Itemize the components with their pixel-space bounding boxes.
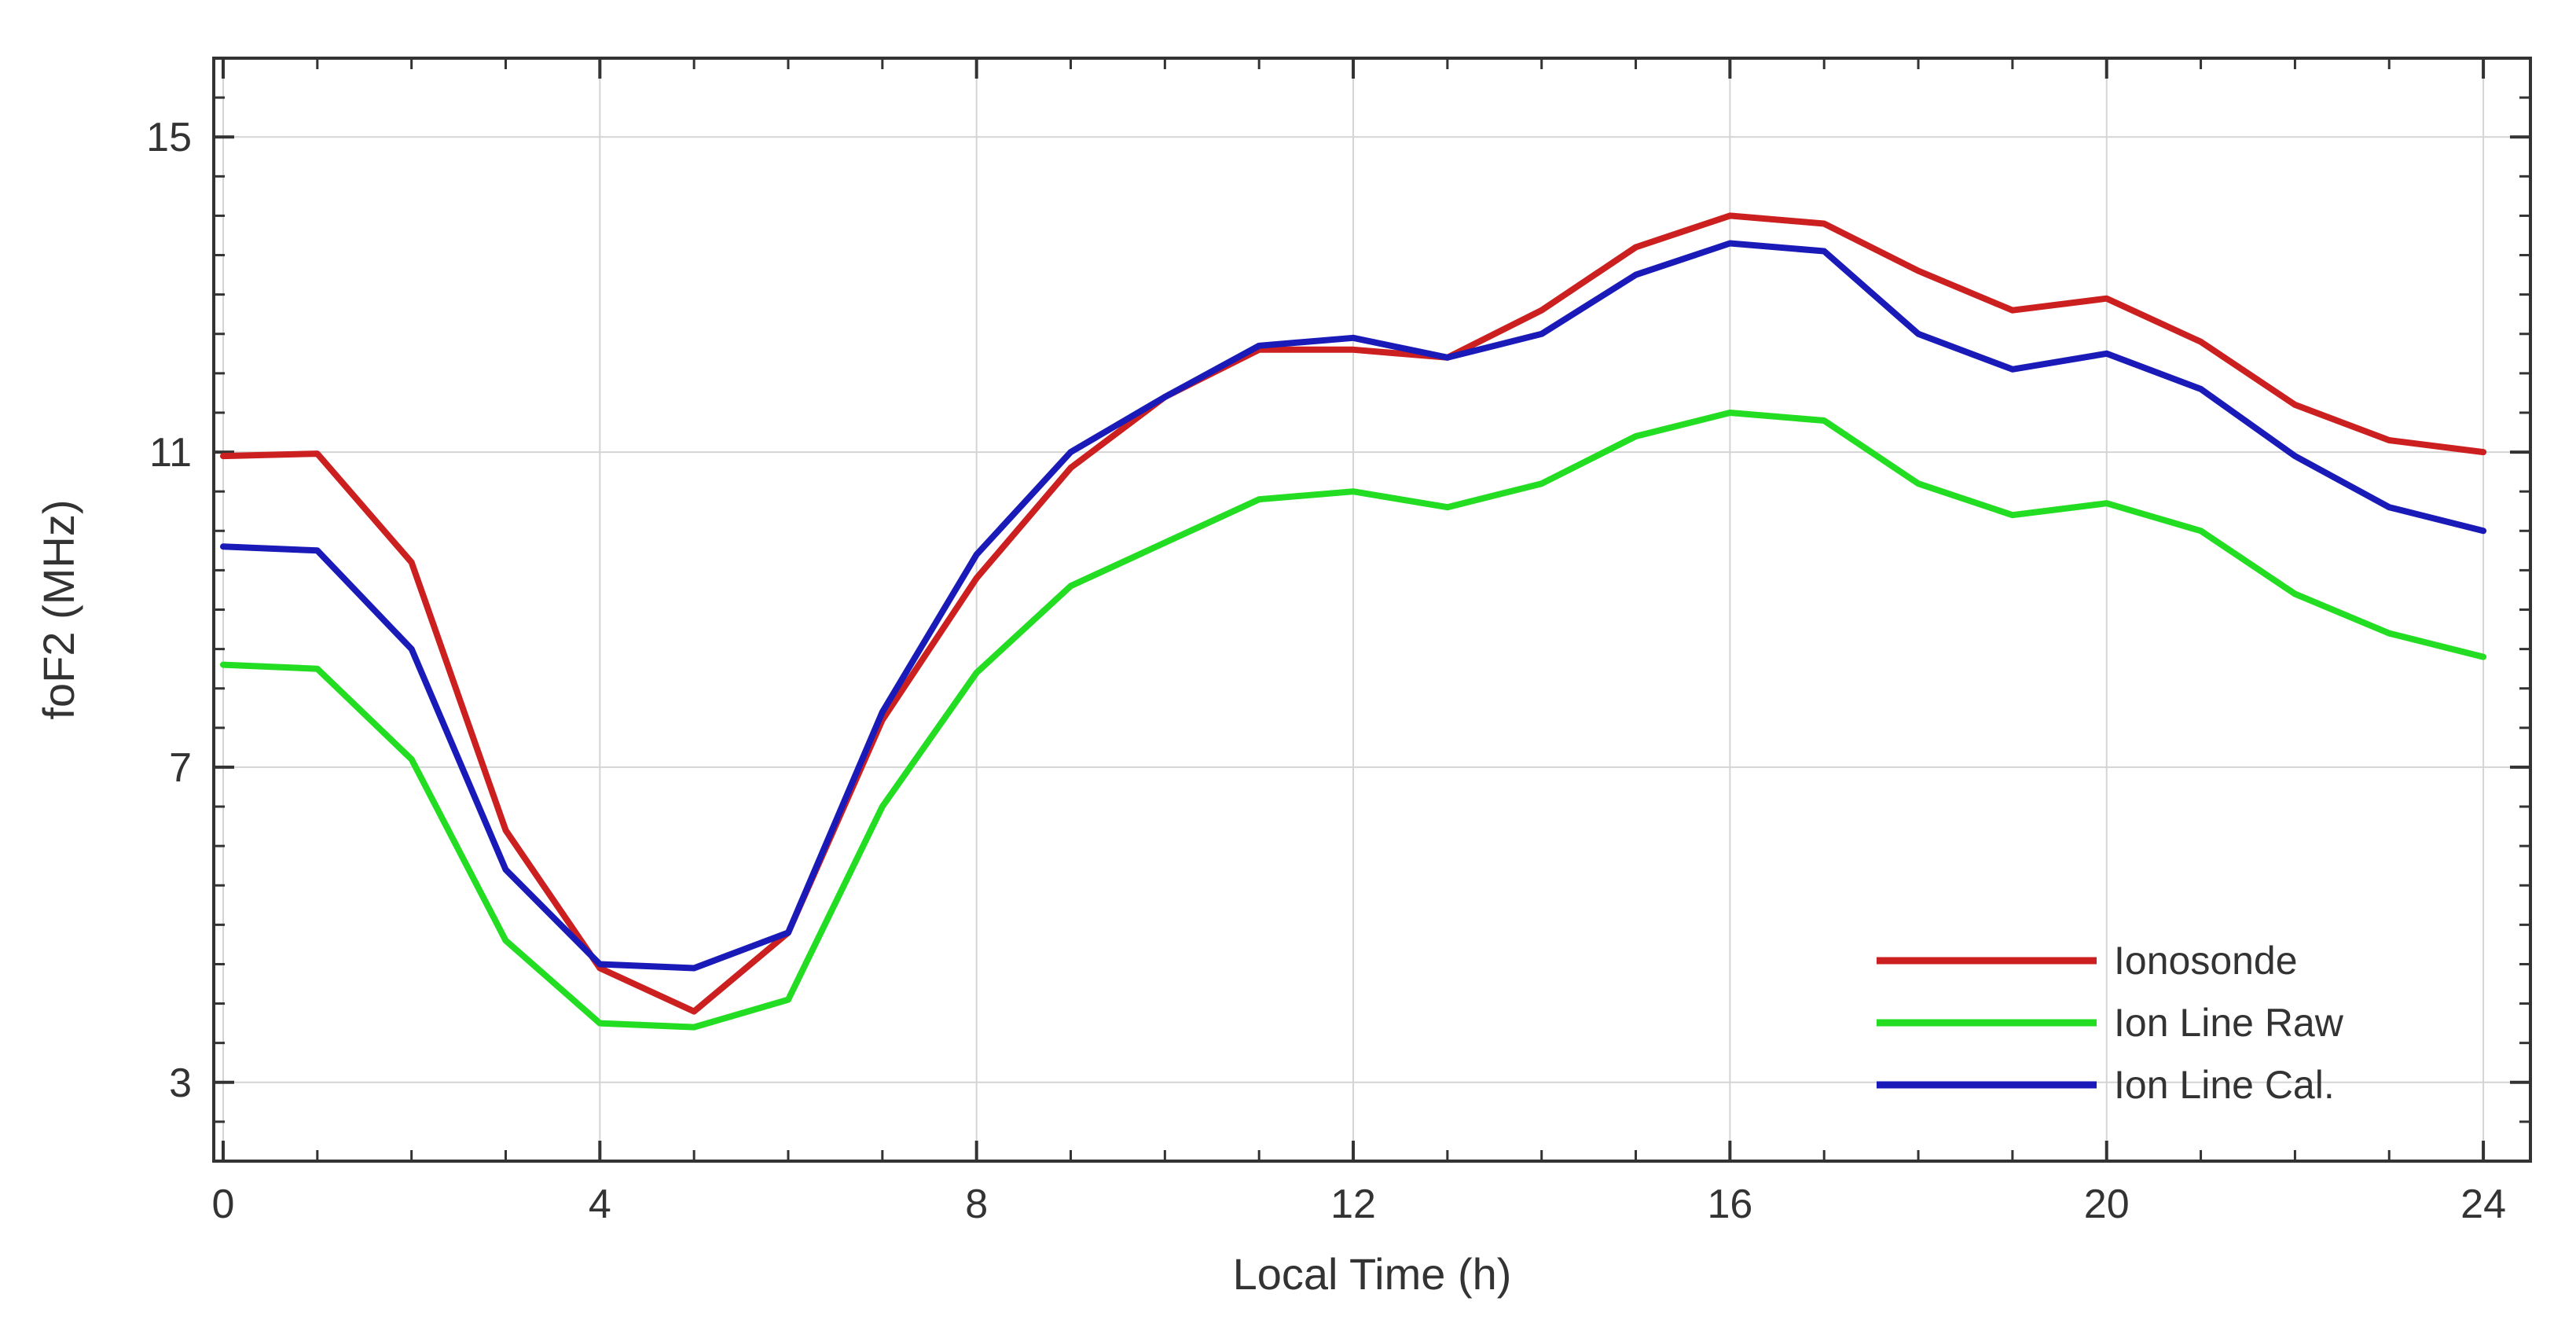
y-tick-label: 11	[149, 430, 192, 476]
x-tick-label: 12	[1330, 1182, 1376, 1227]
grid-lines	[214, 58, 2530, 1161]
series-lines	[220, 212, 2487, 1031]
minor-ticks	[214, 58, 2530, 1161]
x-axis-title: Local Time (h)	[1233, 1249, 1512, 1299]
x-tick-label: 4	[589, 1182, 611, 1227]
x-tick-label: 8	[965, 1182, 988, 1227]
y-tick-label: 3	[169, 1060, 192, 1106]
legend-label-ion-line-raw: Ion Line Raw	[2114, 1001, 2344, 1045]
legend-label-ion-line-cal: Ion Line Cal.	[2114, 1063, 2335, 1107]
y-axis-title: foF2 (MHz)	[34, 500, 83, 720]
x-tick-labels: 0 4 8 12 16 20 24	[212, 1182, 2506, 1227]
x-tick-label: 20	[2084, 1182, 2130, 1227]
major-ticks	[214, 58, 2530, 1161]
x-tick-label: 0	[212, 1182, 235, 1227]
plot-frame	[212, 57, 2532, 1163]
series-line-ion-line-raw	[220, 410, 2487, 1031]
legend-label-ionosonde: Ionosonde	[2114, 939, 2298, 983]
x-tick-label: 24	[2460, 1182, 2506, 1227]
y-tick-labels: 3 7 11 15	[146, 115, 192, 1106]
y-tick-label: 15	[146, 115, 192, 160]
series-line-ionosonde	[220, 212, 2487, 1015]
series-line-ion-line-cal	[220, 240, 2487, 972]
y-tick-label: 7	[169, 745, 192, 791]
legend: Ionosonde Ion Line Raw Ion Line Cal.	[1877, 939, 2344, 1107]
x-tick-label: 16	[1707, 1182, 1752, 1227]
